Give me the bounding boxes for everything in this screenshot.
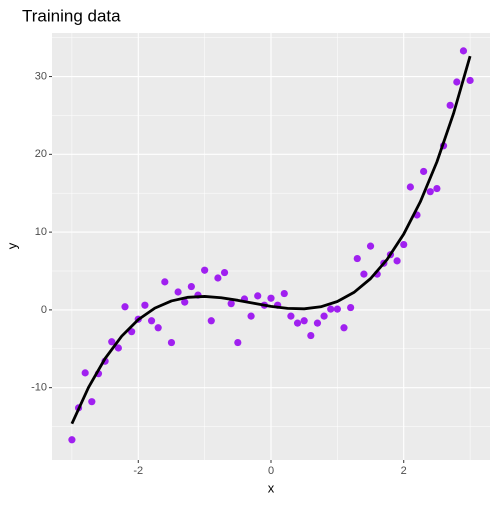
point	[353, 254, 361, 263]
point	[453, 78, 461, 86]
point	[459, 47, 468, 55]
point	[181, 298, 189, 306]
point	[327, 305, 335, 313]
chart-title: Training data	[22, 6, 121, 25]
point	[220, 268, 229, 277]
point	[366, 242, 375, 250]
y-axis-title: y	[4, 242, 19, 249]
point	[426, 188, 434, 196]
point	[400, 240, 408, 249]
x-tick-label: 0	[268, 465, 274, 477]
point	[108, 338, 116, 346]
point	[313, 319, 322, 327]
point	[234, 338, 242, 347]
point	[340, 324, 348, 332]
x-tick-label: -2	[133, 465, 143, 477]
y-tick-label: 10	[35, 226, 47, 238]
point	[201, 266, 209, 274]
point	[254, 292, 262, 300]
y-tick-label: 30	[35, 70, 47, 82]
point	[167, 338, 176, 347]
point	[287, 312, 295, 320]
point	[446, 101, 454, 109]
point	[121, 303, 129, 311]
point	[300, 317, 308, 325]
point	[333, 305, 341, 313]
point	[114, 344, 122, 352]
point	[88, 398, 96, 406]
point	[293, 319, 302, 327]
point	[81, 369, 89, 377]
point	[320, 312, 328, 320]
point	[433, 184, 441, 193]
point	[360, 270, 368, 278]
point	[247, 312, 255, 320]
point	[267, 294, 275, 302]
point	[466, 76, 474, 85]
fit-line	[70, 55, 472, 425]
point	[187, 282, 195, 291]
point	[141, 301, 149, 309]
point	[307, 331, 315, 340]
point	[147, 317, 156, 325]
point	[406, 183, 414, 191]
point	[420, 167, 428, 176]
y-tick-label: -10	[31, 382, 47, 394]
y-tick-label: 20	[35, 148, 47, 160]
x-axis-title: x	[268, 480, 275, 495]
point	[347, 303, 355, 312]
y-tick-label: 0	[41, 304, 47, 316]
point	[393, 257, 401, 265]
point	[68, 436, 76, 444]
point	[174, 288, 182, 296]
point	[227, 300, 235, 308]
point	[280, 289, 288, 298]
point	[161, 278, 169, 286]
x-tick-label: 2	[401, 465, 407, 477]
point	[154, 324, 162, 332]
point	[214, 274, 222, 282]
point	[207, 317, 215, 325]
